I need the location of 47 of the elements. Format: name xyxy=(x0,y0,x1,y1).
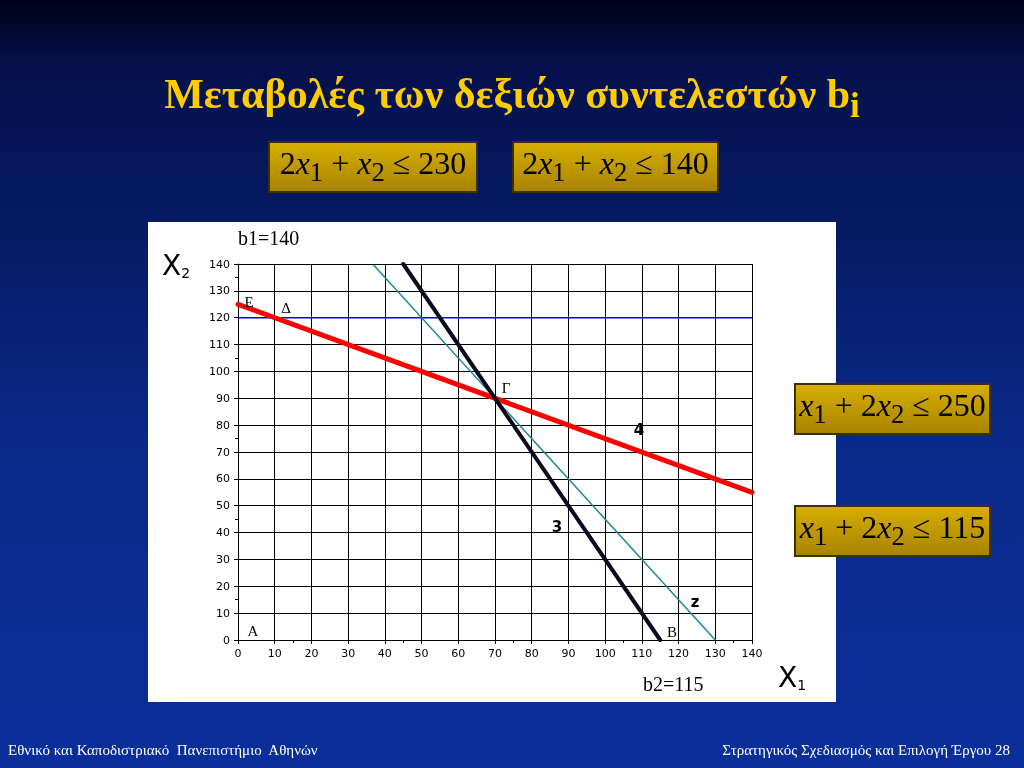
y-tick-label: 50 xyxy=(216,499,230,513)
x-tick-label: 130 xyxy=(704,647,726,660)
text: b1=140 xyxy=(238,227,300,249)
y-tick-label: 0 xyxy=(223,633,230,647)
y-tick-label: 120 xyxy=(209,311,230,325)
annotation: z xyxy=(690,593,700,611)
y-tick-label: 70 xyxy=(216,445,230,459)
x-tick-label: 50 xyxy=(414,647,429,660)
annotation: 3 xyxy=(551,518,563,536)
annotation: Δ xyxy=(281,300,292,316)
x-tick-label: 120 xyxy=(668,647,690,660)
y-tick-label: 80 xyxy=(216,418,230,432)
x-tick-label: 110 xyxy=(631,647,653,660)
x-tick-label: 90 xyxy=(561,647,576,660)
x-tick-label: 20 xyxy=(304,647,319,660)
x-tick-label: 10 xyxy=(267,647,282,660)
y-tick-label: 110 xyxy=(209,338,230,352)
annotation: Γ xyxy=(501,380,511,396)
text: 2x$_{1}$ + x$_{2}$ ≤ 230 xyxy=(279,145,467,189)
x-tick-label: 80 xyxy=(524,647,539,660)
x-tick-label: 60 xyxy=(451,647,466,660)
annotation: Β xyxy=(666,624,678,640)
text: 2x$_{1}$ + x$_{2}$ ≤ 140 xyxy=(522,145,709,189)
x-tick-label: 30 xyxy=(341,647,356,660)
chart-title: Μεταβολές των δεξιών συντελεστών b$_{i}$ xyxy=(163,70,861,127)
y-tick-label: 90 xyxy=(216,391,230,405)
annotation: Α xyxy=(247,623,259,639)
text: Εθνικό και Καποδιστριακό Πανεπιστήμιο Αθηνών xyxy=(8,742,318,759)
y-tick-label: 60 xyxy=(216,472,230,486)
y-tick-label: 130 xyxy=(209,284,230,298)
text: x$_{1}$ + 2x$_{2}$ ≤ 115 xyxy=(799,509,986,553)
x-axis-title: X1 xyxy=(778,660,807,694)
text: Στρατηγικός Σχεδιασμός και Επιλογή Έργου 28 xyxy=(722,742,1010,759)
x-tick-label: 100 xyxy=(594,647,616,660)
x-tick-label: 40 xyxy=(377,647,392,660)
y-tick-label: 10 xyxy=(216,606,230,620)
text: x$_{1}$ + 2x$_{2}$ ≤ 250 xyxy=(799,387,986,431)
y-tick-label: 40 xyxy=(216,526,230,540)
y-axis-title: X2 xyxy=(162,248,191,282)
y-tick-label: 100 xyxy=(209,364,230,378)
y-tick-label: 20 xyxy=(216,579,230,593)
y-tick-label: 140 xyxy=(209,257,230,271)
x-tick-label: 0 xyxy=(234,647,242,660)
y-tick-label: 30 xyxy=(216,552,230,566)
x-tick-label: 140 xyxy=(741,647,763,660)
x-tick-label: 70 xyxy=(488,647,502,660)
text: b2=115 xyxy=(643,673,704,695)
